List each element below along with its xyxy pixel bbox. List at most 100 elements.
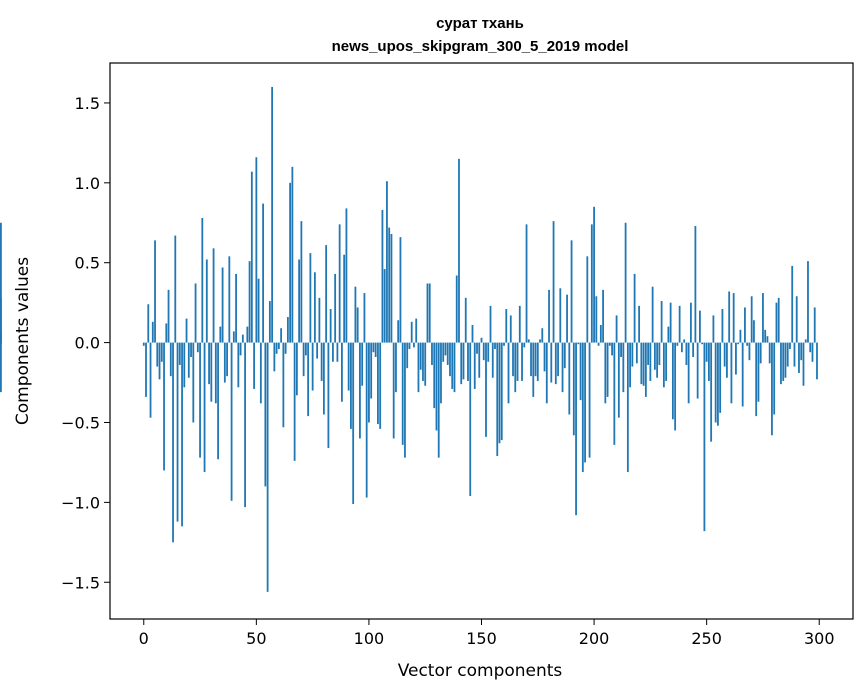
bar [494, 342, 496, 349]
bar [388, 227, 391, 343]
y-tick-label: 0.0 [75, 334, 100, 353]
bar [451, 342, 454, 389]
bar [145, 342, 147, 397]
bar [228, 256, 231, 343]
x-tick-label: 150 [466, 629, 497, 648]
bar [527, 339, 530, 343]
bar [759, 342, 762, 364]
bar [491, 342, 494, 378]
y-axis-label: Components values [13, 257, 33, 425]
bar [286, 317, 289, 343]
bar [410, 321, 413, 343]
bar [203, 342, 206, 473]
bar [683, 339, 686, 343]
bar [489, 305, 492, 343]
bar [541, 328, 544, 343]
bar [685, 342, 688, 365]
bar [345, 208, 348, 343]
bar [404, 342, 406, 458]
x-tick-label: 0 [139, 629, 149, 648]
bar [433, 342, 436, 409]
bar [554, 342, 557, 385]
bar [602, 289, 604, 343]
bar [748, 342, 751, 361]
bar [714, 342, 717, 423]
bar [178, 342, 181, 365]
bar [485, 342, 487, 437]
bar [232, 331, 235, 343]
bar [726, 342, 728, 378]
bar [642, 342, 645, 386]
bar [566, 294, 568, 343]
bar [205, 259, 208, 343]
bar [172, 342, 174, 543]
bar [149, 342, 152, 418]
bar [658, 342, 661, 365]
bar [568, 342, 571, 415]
bar [521, 342, 523, 381]
bar [322, 342, 325, 415]
bar [440, 342, 442, 404]
bar [467, 342, 469, 381]
bar [561, 342, 564, 393]
bar [503, 342, 505, 346]
bar [802, 342, 805, 386]
bar [190, 342, 192, 357]
bar [660, 301, 663, 343]
bar [694, 225, 697, 343]
bar [631, 342, 634, 367]
bar [368, 342, 370, 423]
bar [732, 293, 735, 343]
x-tick-label: 100 [354, 629, 385, 648]
bar [302, 342, 305, 377]
bar [167, 289, 170, 343]
bar [449, 342, 451, 377]
bar [386, 181, 388, 343]
bar [257, 278, 260, 343]
bar [0, 342, 2, 393]
bar [316, 342, 319, 359]
bar [318, 297, 321, 343]
bar [277, 342, 280, 349]
bar [372, 342, 375, 353]
bar [575, 342, 577, 516]
bar [253, 342, 255, 389]
bar [313, 272, 316, 343]
bar [721, 309, 724, 343]
bar [703, 342, 706, 532]
bar [530, 342, 532, 377]
bar [266, 342, 269, 592]
bar [352, 342, 355, 504]
bar [210, 342, 213, 402]
bar [615, 315, 618, 343]
bar [354, 286, 357, 343]
x-axis-ticks: 0 50 100 150 200 250 300 [139, 619, 835, 648]
bar [408, 342, 411, 349]
bar [750, 296, 753, 343]
bar [160, 342, 163, 362]
bar [462, 342, 465, 380]
bar [336, 342, 339, 362]
bar [572, 342, 575, 436]
bar [563, 342, 566, 369]
bar [250, 171, 253, 343]
bar [295, 342, 298, 396]
bar [798, 342, 800, 373]
bar [304, 342, 307, 356]
bar [674, 342, 677, 431]
chart-title: сурат тхань [436, 15, 524, 32]
bar [518, 305, 521, 343]
bar [237, 342, 240, 388]
bar [0, 222, 2, 343]
bar [505, 309, 508, 343]
bar [264, 342, 267, 487]
bar [557, 342, 559, 377]
bar [678, 305, 681, 343]
bar [498, 342, 501, 444]
bar [176, 342, 179, 522]
x-tick-label: 50 [246, 629, 266, 648]
bar [662, 342, 665, 388]
bar [593, 206, 595, 343]
bar [800, 342, 803, 361]
